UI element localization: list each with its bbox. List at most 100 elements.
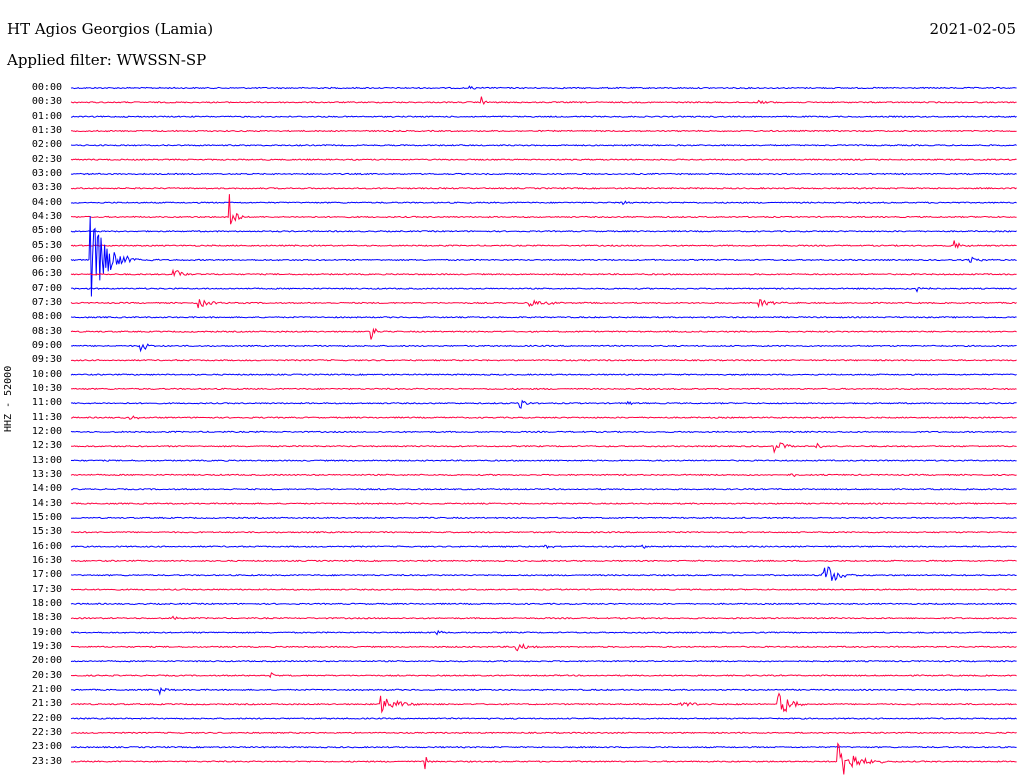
row-label: 11:00 [31,397,62,409]
trace-line [70,286,1017,293]
trace-line [70,566,1017,581]
trace-line [70,731,1017,735]
row-label: 02:00 [31,139,62,151]
trace-line [70,240,1017,249]
trace-line [70,415,1017,420]
trace-line [71,129,1017,133]
row-label: 01:30 [31,124,62,136]
trace-line [70,692,1017,714]
row-label: 21:30 [31,698,62,710]
trace-line [70,187,1017,190]
row-label: 19:00 [31,626,62,638]
trace-line [70,559,1017,563]
trace-line [70,659,1017,663]
row-label: 20:30 [31,669,62,681]
row-label: 19:30 [31,640,62,652]
trace-line [70,459,1017,462]
trace-line [70,144,1017,147]
trace-line [70,686,1017,696]
row-label: 16:30 [31,554,62,566]
trace-line [70,473,1017,478]
date-label: 2021-02-05 [929,20,1016,38]
row-label: 20:00 [31,655,62,667]
row-label: 02:30 [31,153,62,165]
row-label: 15:30 [31,526,62,538]
row-label: 23:30 [31,755,62,767]
row-label: 12:30 [31,440,62,452]
trace-line [70,387,1017,391]
row-label: 01:00 [31,110,62,122]
trace-line [70,717,1017,720]
trace-line [70,268,1017,278]
row-label: 00:30 [31,96,62,108]
trace-line [70,158,1017,161]
row-label: 08:00 [31,311,62,323]
trace-line [70,643,1017,652]
trace-line [70,85,1017,90]
row-label: 18:00 [31,597,62,609]
trace-line [70,343,1017,353]
trace-line [70,615,1017,620]
trace-line [70,216,1017,297]
row-label: 16:00 [31,540,62,552]
row-label: 09:00 [31,339,62,351]
row-label: 22:30 [31,726,62,738]
trace-line [70,327,1017,340]
trace-line [70,359,1017,362]
row-label: 03:30 [31,182,62,194]
row-label: 04:30 [31,210,62,222]
row-label: 21:00 [31,683,62,695]
row-label: 11:30 [31,411,62,423]
trace-line [70,399,1017,409]
row-label: 04:00 [31,196,62,208]
row-label: 15:00 [31,511,62,523]
row-label: 18:30 [31,612,62,624]
row-label: 13:30 [31,468,62,480]
trace-line [71,194,1017,225]
row-label: 22:00 [31,712,62,724]
trace-line [70,298,1017,309]
row-label: 12:00 [31,425,62,437]
row-label: 10:00 [31,368,62,380]
row-label: 23:00 [31,741,62,753]
trace-line [70,373,1017,376]
row-label: 14:00 [31,483,62,495]
row-label: 00:00 [31,82,62,93]
row-label: 08:30 [31,325,62,337]
trace-line [70,530,1017,534]
row-label: 17:30 [31,583,62,595]
row-label: 05:00 [31,225,62,237]
trace-line [70,229,1017,233]
trace-line [70,602,1017,606]
filter-label: Applied filter: WWSSN-SP [7,51,207,69]
trace-line [71,742,1017,775]
trace-line [70,672,1017,679]
trace-line [70,115,1017,118]
row-label: 07:00 [31,282,62,294]
trace-line [70,200,1017,206]
row-label: 09:30 [31,354,62,366]
station-title: HT Agios Georgios (Lamia) [7,20,214,38]
row-label: 06:30 [31,268,62,280]
trace-line [70,502,1017,505]
trace-line [70,588,1017,591]
row-label: 10:30 [31,382,62,394]
trace-line [71,442,1017,454]
trace-line [71,487,1017,491]
row-label: 17:00 [31,569,62,581]
row-label: 03:00 [31,167,62,179]
row-label: 13:00 [31,454,62,466]
trace-line [70,172,1017,176]
row-label: 14:30 [31,497,62,509]
trace-line [71,516,1017,520]
trace-line [70,430,1017,434]
row-label: 07:30 [31,296,62,308]
trace-line [70,96,1017,105]
trace-line [70,544,1017,550]
row-label: 06:00 [31,253,62,265]
trace-line [70,316,1017,319]
trace-line [70,629,1017,636]
row-label: 05:30 [31,239,62,251]
trace-line [71,745,1017,749]
